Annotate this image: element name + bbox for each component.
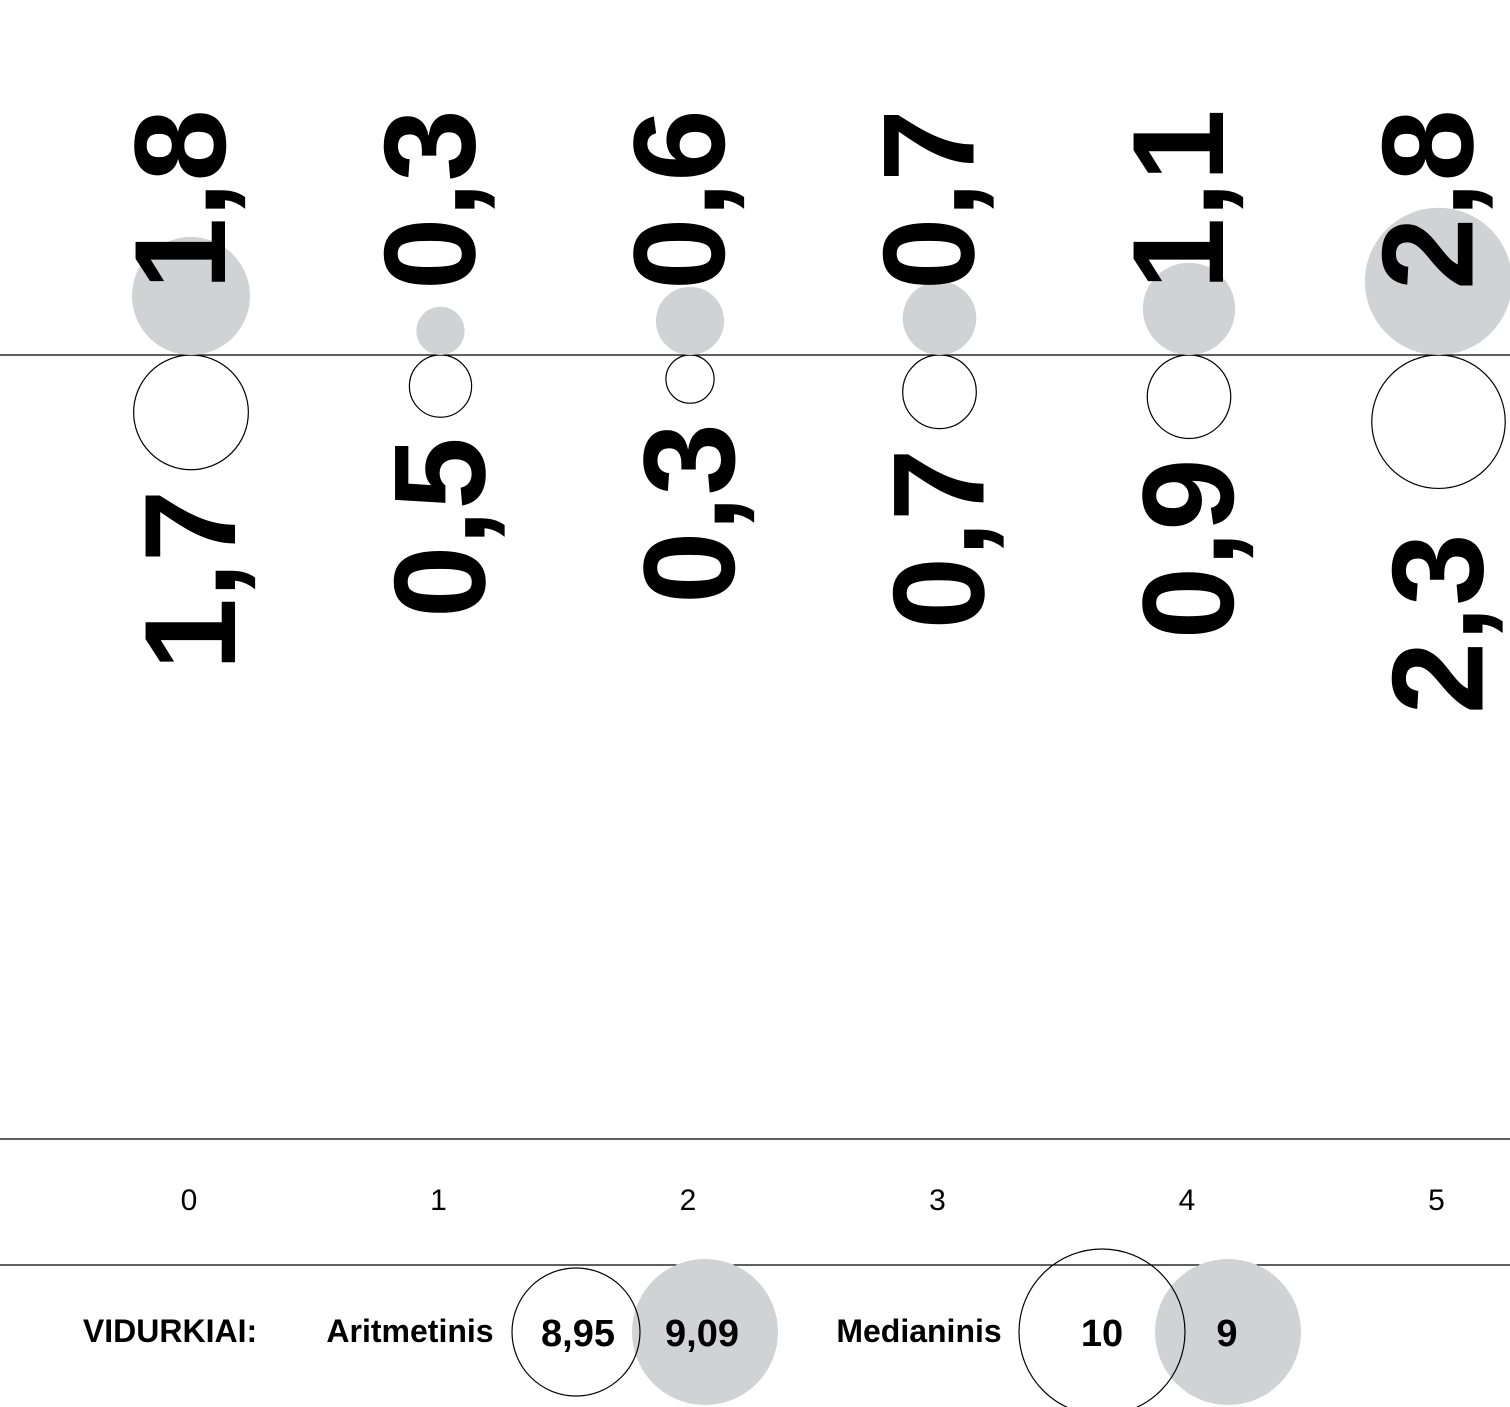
filled-bubble-3 [902, 281, 977, 355]
outline-bubble-5 [1371, 354, 1506, 490]
x-tick-label-4: 4 [1179, 1184, 1196, 1217]
outline-value-label-1: 0,5 [367, 437, 513, 618]
outline-bubble-0 [133, 354, 249, 471]
median-outline-value: 10 [1081, 1313, 1123, 1355]
median-filled-circle [1155, 1259, 1301, 1405]
filled-value-label-4: 1,1 [1105, 109, 1251, 290]
median-label: Medianinis [836, 1313, 1001, 1349]
filled-bubble-2 [655, 286, 725, 355]
filled-bubble-5 [1364, 207, 1510, 355]
filled-bubble-0 [131, 236, 251, 355]
filled-bubble-1 [416, 306, 465, 355]
x-axis-ticks: 0 1 2 3 4 5 [181, 1184, 1445, 1217]
chart-marks: 1,8 1,7 0,3 0,5 0,6 0,3 0,7 0,7 1,1 0,9 2,8 2,3 [107, 109, 1510, 714]
arithmetic-filled-circle [632, 1259, 778, 1405]
outline-bubble-2 [665, 354, 715, 404]
x-tick-label-5: 5 [1428, 1184, 1445, 1217]
x-tick-label-1: 1 [430, 1184, 447, 1217]
outline-value-label-5: 2,3 [1365, 533, 1510, 714]
filled-value-label-0: 1,8 [107, 109, 253, 290]
outline-bubble-3 [902, 354, 977, 430]
arithmetic-filled-value: 9,09 [665, 1313, 739, 1355]
outline-value-label-2: 0,3 [616, 423, 762, 604]
x-tick-label-0: 0 [181, 1184, 198, 1217]
outline-value-label-0: 1,7 [117, 490, 263, 671]
outline-value-label-4: 0,9 [1115, 458, 1261, 639]
arithmetic-outline-value: 8,95 [541, 1313, 615, 1355]
arithmetic-label: Aritmetinis [326, 1313, 493, 1349]
averages-heading: VIDURKIAI: [83, 1313, 257, 1349]
filled-value-label-1: 0,3 [357, 109, 503, 290]
filled-value-label-2: 0,6 [606, 109, 752, 290]
median-outline-circle [1018, 1248, 1186, 1407]
x-tick-label-2: 2 [680, 1184, 697, 1217]
median-filled-value: 9 [1216, 1313, 1237, 1355]
arithmetic-outline-circle [511, 1267, 641, 1397]
x-tick-label-3: 3 [929, 1184, 946, 1217]
outline-bubble-4 [1146, 354, 1232, 440]
filled-value-label-5: 2,8 [1355, 109, 1501, 290]
averages-legend: VIDURKIAI: Aritmetinis 8,95 9,09 Mediani… [83, 1248, 1301, 1407]
filled-bubble-4 [1142, 262, 1236, 355]
filled-value-label-3: 0,7 [856, 109, 1002, 290]
outline-value-label-3: 0,7 [866, 449, 1012, 630]
outline-bubble-1 [408, 354, 473, 418]
